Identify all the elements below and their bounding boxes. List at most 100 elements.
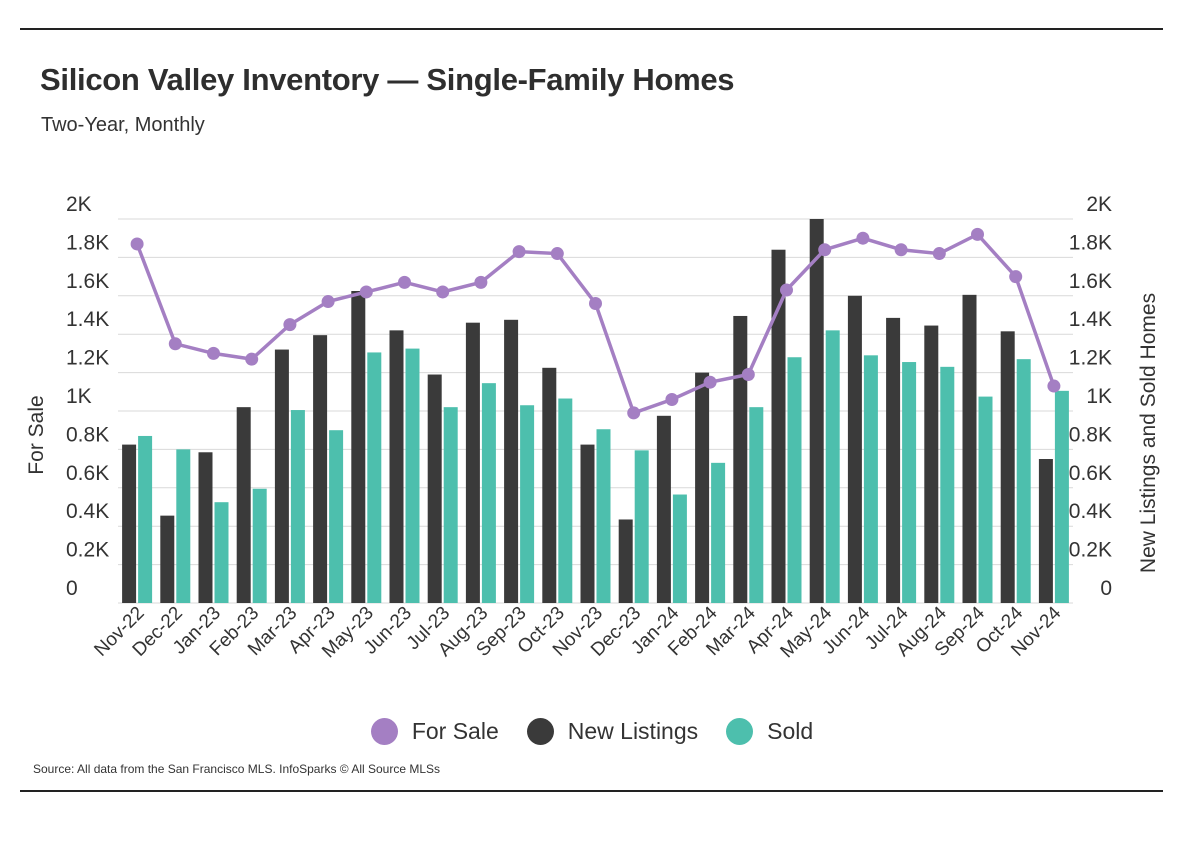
legend: For Sale New Listings Sold — [0, 718, 1184, 745]
bar-new-listings — [847, 295, 862, 603]
y-tick-right: 1.6K — [1069, 270, 1112, 293]
bar-sold — [863, 355, 878, 603]
bar-new-listings — [542, 367, 557, 603]
point-for-sale — [818, 243, 832, 257]
point-for-sale — [321, 295, 335, 309]
point-for-sale — [665, 392, 679, 406]
point-for-sale — [245, 352, 259, 366]
bar-new-listings — [504, 319, 519, 603]
bar-new-listings — [313, 335, 328, 603]
y-tick-left: 0.6K — [66, 462, 109, 485]
y-tick-left: 1.8K — [66, 231, 109, 254]
point-for-sale — [359, 285, 373, 299]
y-tick-left: 1.4K — [66, 308, 109, 331]
y-tick-left: 0.8K — [66, 423, 109, 446]
point-for-sale — [283, 318, 297, 332]
y-tick-right: 0.8K — [1069, 423, 1112, 446]
y-tick-left: 0.4K — [66, 500, 109, 523]
bar-new-listings — [465, 322, 480, 603]
y-tick-left: 0.2K — [66, 539, 109, 562]
y-axis-label-right: New Listings and Sold Homes — [1137, 293, 1160, 573]
legend-swatch-new-listings — [526, 718, 554, 745]
bar-sold — [978, 396, 993, 603]
bar-new-listings — [389, 330, 404, 603]
bar-sold — [940, 366, 955, 603]
point-for-sale — [1009, 270, 1023, 284]
legend-label-sold: Sold — [767, 718, 814, 744]
bar-new-listings — [962, 294, 977, 603]
point-for-sale — [780, 283, 793, 297]
bar-sold — [902, 362, 917, 603]
bar-sold — [367, 352, 382, 603]
point-for-sale — [512, 245, 526, 259]
bar-sold — [176, 449, 191, 603]
point-for-sale — [130, 237, 144, 251]
bar-sold — [329, 430, 344, 603]
bar-sold — [252, 488, 267, 603]
bar-new-listings — [656, 415, 671, 603]
bar-new-listings — [695, 372, 710, 603]
point-for-sale — [741, 368, 755, 382]
y-tick-left: 1K — [66, 385, 92, 408]
point-for-sale — [971, 227, 984, 241]
y-tick-right: 1.2K — [1069, 347, 1112, 370]
bar-new-listings — [733, 315, 748, 603]
bar-sold — [749, 407, 764, 603]
bar-sold — [290, 410, 305, 603]
bottom-rule — [20, 790, 1163, 792]
y-tick-right: 1.8K — [1069, 231, 1112, 254]
y-tick-left: 1.2K — [66, 347, 109, 370]
y-tick-left: 1.6K — [66, 270, 109, 293]
bar-new-listings — [122, 444, 137, 603]
y-tick-right: 0.6K — [1069, 462, 1112, 485]
point-for-sale — [474, 275, 488, 289]
line-for-sale — [135, 232, 1056, 416]
point-for-sale — [894, 243, 908, 257]
point-for-sale — [398, 275, 411, 289]
legend-item-new-listings: New Listings — [526, 718, 699, 745]
bar-new-listings — [618, 519, 633, 603]
bar-sold — [405, 348, 420, 603]
bar-sold — [711, 462, 726, 603]
chart-subtitle: Two-Year, Monthly — [41, 114, 205, 136]
y-tick-right: 1K — [1086, 385, 1112, 408]
point-for-sale — [627, 406, 641, 420]
point-for-sale — [436, 285, 450, 299]
bar-sold — [596, 429, 611, 603]
y-tick-right: 2K — [1086, 193, 1112, 216]
bar-new-listings — [886, 317, 901, 603]
bar-new-listings — [580, 444, 595, 603]
bar-new-listings — [236, 407, 251, 603]
top-rule — [20, 28, 1163, 30]
point-for-sale — [207, 346, 220, 360]
legend-swatch-sold — [726, 718, 754, 745]
bar-sold — [558, 398, 573, 603]
point-for-sale — [856, 231, 870, 245]
bar-sold — [1054, 390, 1069, 603]
legend-label-new-listings: New Listings — [567, 718, 699, 744]
chart-title: Silicon Valley Inventory — Single-Family… — [40, 62, 735, 97]
point-for-sale — [703, 375, 717, 389]
bar-new-listings — [1000, 331, 1015, 603]
bar-sold — [520, 405, 535, 603]
point-for-sale — [589, 296, 602, 310]
bar-new-listings — [198, 452, 213, 603]
y-tick-right: 1.4K — [1069, 308, 1112, 331]
y-tick-left: 0 — [66, 577, 78, 600]
bar-sold — [481, 383, 496, 603]
bar-sold — [1016, 359, 1031, 603]
bar-new-listings — [809, 219, 824, 603]
y-tick-right: 0.4K — [1069, 500, 1112, 523]
bar-new-listings — [771, 249, 786, 603]
legend-swatch-for-sale — [370, 718, 398, 745]
source-note: Source: All data from the San Francisco … — [33, 762, 441, 776]
y-tick-right: 0.2K — [1069, 539, 1112, 562]
bar-sold — [634, 450, 649, 603]
legend-item-sold: Sold — [726, 718, 813, 745]
y-axis-label-left: For Sale — [25, 395, 48, 474]
point-for-sale — [168, 337, 182, 351]
bar-new-listings — [1038, 459, 1053, 603]
bar-new-listings — [351, 291, 366, 603]
legend-item-for-sale: For Sale — [370, 718, 499, 745]
